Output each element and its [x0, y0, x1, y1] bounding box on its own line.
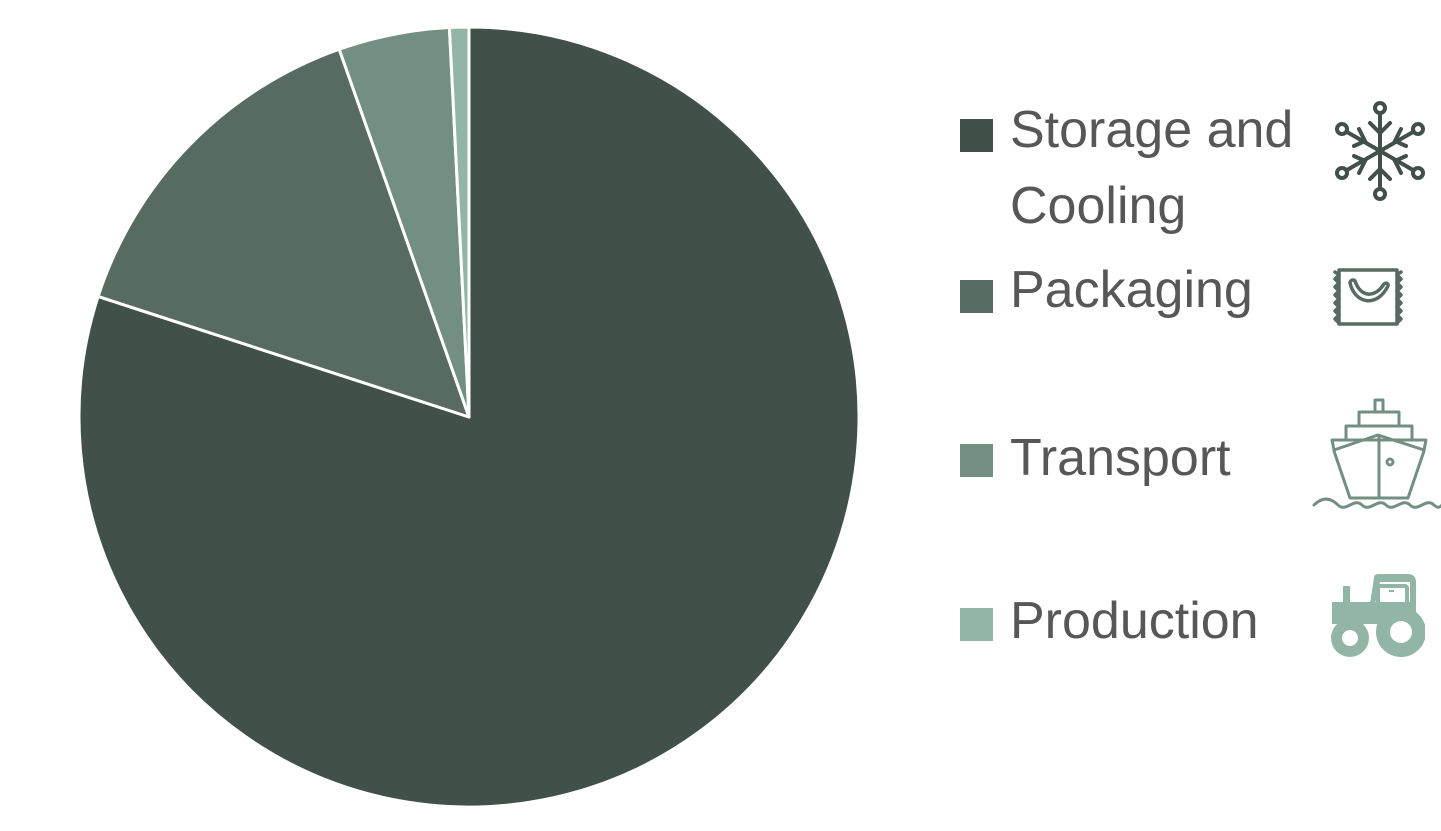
legend-item-production: Production [960, 580, 1441, 720]
legend-label: Packaging [1010, 252, 1310, 328]
pie-slices [79, 27, 859, 807]
snowflake-icon [1335, 101, 1425, 201]
legend-label: Production [1010, 583, 1310, 659]
tractor-icon [1330, 572, 1425, 660]
legend-label: Storage and Cooling [1010, 92, 1310, 244]
legend-swatch [960, 444, 993, 477]
ship-icon [1312, 395, 1441, 510]
banana-package-icon [1333, 266, 1403, 328]
legend-label: Transport [1010, 420, 1310, 496]
legend-item-packaging: Packaging [960, 258, 1441, 398]
legend-item-transport: Transport [960, 420, 1441, 560]
legend-swatch [960, 119, 993, 152]
pie-plot-area [0, 0, 940, 831]
legend-item-storage-and-cooling: Storage and Cooling [960, 95, 1441, 235]
legend-swatch [960, 280, 993, 313]
legend-swatch [960, 608, 993, 641]
legend: Storage and Cooling [960, 0, 1441, 831]
